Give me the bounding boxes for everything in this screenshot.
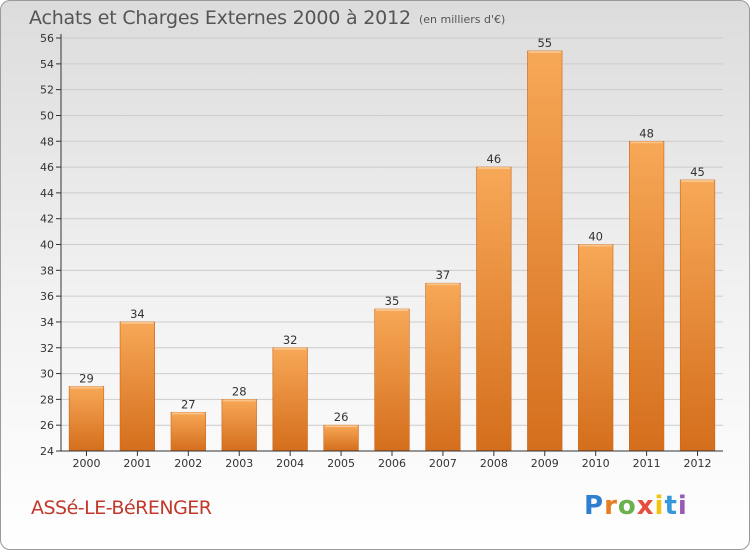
bar (578, 244, 614, 452)
y-tick-label: 54 (40, 58, 54, 71)
bar-highlight (70, 386, 103, 389)
bar-highlight (528, 50, 562, 53)
bar-highlight (273, 347, 307, 350)
x-tick-label: 2003 (225, 457, 253, 470)
x-tick-label: 2006 (378, 457, 406, 470)
bar (272, 347, 308, 452)
bar-highlight (222, 399, 256, 402)
commune-name: ASSé-LE-BéRENGER (31, 497, 212, 519)
data-label: 48 (639, 126, 654, 140)
bar-highlight (630, 141, 663, 144)
y-tick-label: 34 (40, 316, 54, 329)
x-tick-label: 2011 (633, 457, 661, 470)
chart-title: Achats et Charges Externes 2000 à 2012 (29, 7, 411, 29)
bar (68, 386, 105, 452)
y-tick-label: 26 (40, 419, 54, 432)
bar-highlight (426, 283, 460, 286)
y-tick-label: 28 (40, 393, 54, 406)
x-tick-label: 2012 (684, 457, 712, 470)
y-tick-label: 50 (40, 109, 54, 122)
bar (170, 411, 206, 452)
bar (119, 321, 155, 452)
data-label: 26 (334, 410, 349, 424)
x-tick-label: 2004 (276, 457, 304, 470)
y-tick-label: 32 (40, 342, 54, 355)
data-label: 28 (232, 384, 247, 398)
data-label: 34 (130, 307, 145, 321)
x-tick-label: 2005 (327, 457, 355, 470)
bar (527, 50, 563, 452)
bar (221, 399, 257, 452)
y-tick-label: 52 (40, 84, 54, 97)
y-tick-label: 38 (40, 264, 54, 277)
bar-highlight (171, 412, 205, 415)
x-tick-label: 2010 (582, 457, 610, 470)
data-label: 35 (385, 294, 400, 308)
bar-highlight (375, 309, 409, 312)
y-tick-label: 40 (40, 239, 54, 252)
y-tick-label: 46 (40, 161, 54, 174)
y-tick-label: 44 (40, 187, 54, 200)
y-tick-label: 36 (40, 290, 54, 303)
x-tick-label: 2007 (429, 457, 457, 470)
y-tick-label: 30 (40, 368, 54, 381)
data-label: 40 (588, 230, 603, 244)
data-label: 32 (283, 333, 298, 347)
bar (679, 179, 716, 452)
data-label: 45 (690, 165, 705, 179)
y-tick-label: 42 (40, 213, 54, 226)
x-tick-label: 2000 (72, 457, 100, 470)
bar-highlight (579, 244, 613, 247)
bar (323, 424, 359, 452)
data-label: 27 (181, 397, 196, 411)
y-tick-label: 48 (40, 135, 54, 148)
bar-highlight (681, 179, 714, 182)
bar (476, 166, 512, 452)
proxiti-logo: Proxiti (584, 491, 688, 521)
y-tick-label: 56 (40, 32, 54, 45)
bar (374, 308, 410, 452)
x-tick-label: 2001 (123, 457, 151, 470)
bar-highlight (477, 167, 511, 170)
bar-highlight (324, 425, 358, 428)
bar (629, 140, 665, 452)
bar-highlight (121, 321, 154, 324)
data-label: 46 (487, 152, 502, 166)
bar (425, 282, 461, 452)
y-tick-label: 24 (40, 445, 54, 458)
x-tick-label: 2008 (480, 457, 508, 470)
data-label: 29 (79, 371, 94, 385)
x-tick-label: 2009 (531, 457, 559, 470)
data-label: 37 (436, 268, 451, 282)
data-label: 55 (537, 36, 552, 50)
x-tick-label: 2002 (174, 457, 202, 470)
chart-unit: (en milliers d'€) (419, 13, 506, 26)
